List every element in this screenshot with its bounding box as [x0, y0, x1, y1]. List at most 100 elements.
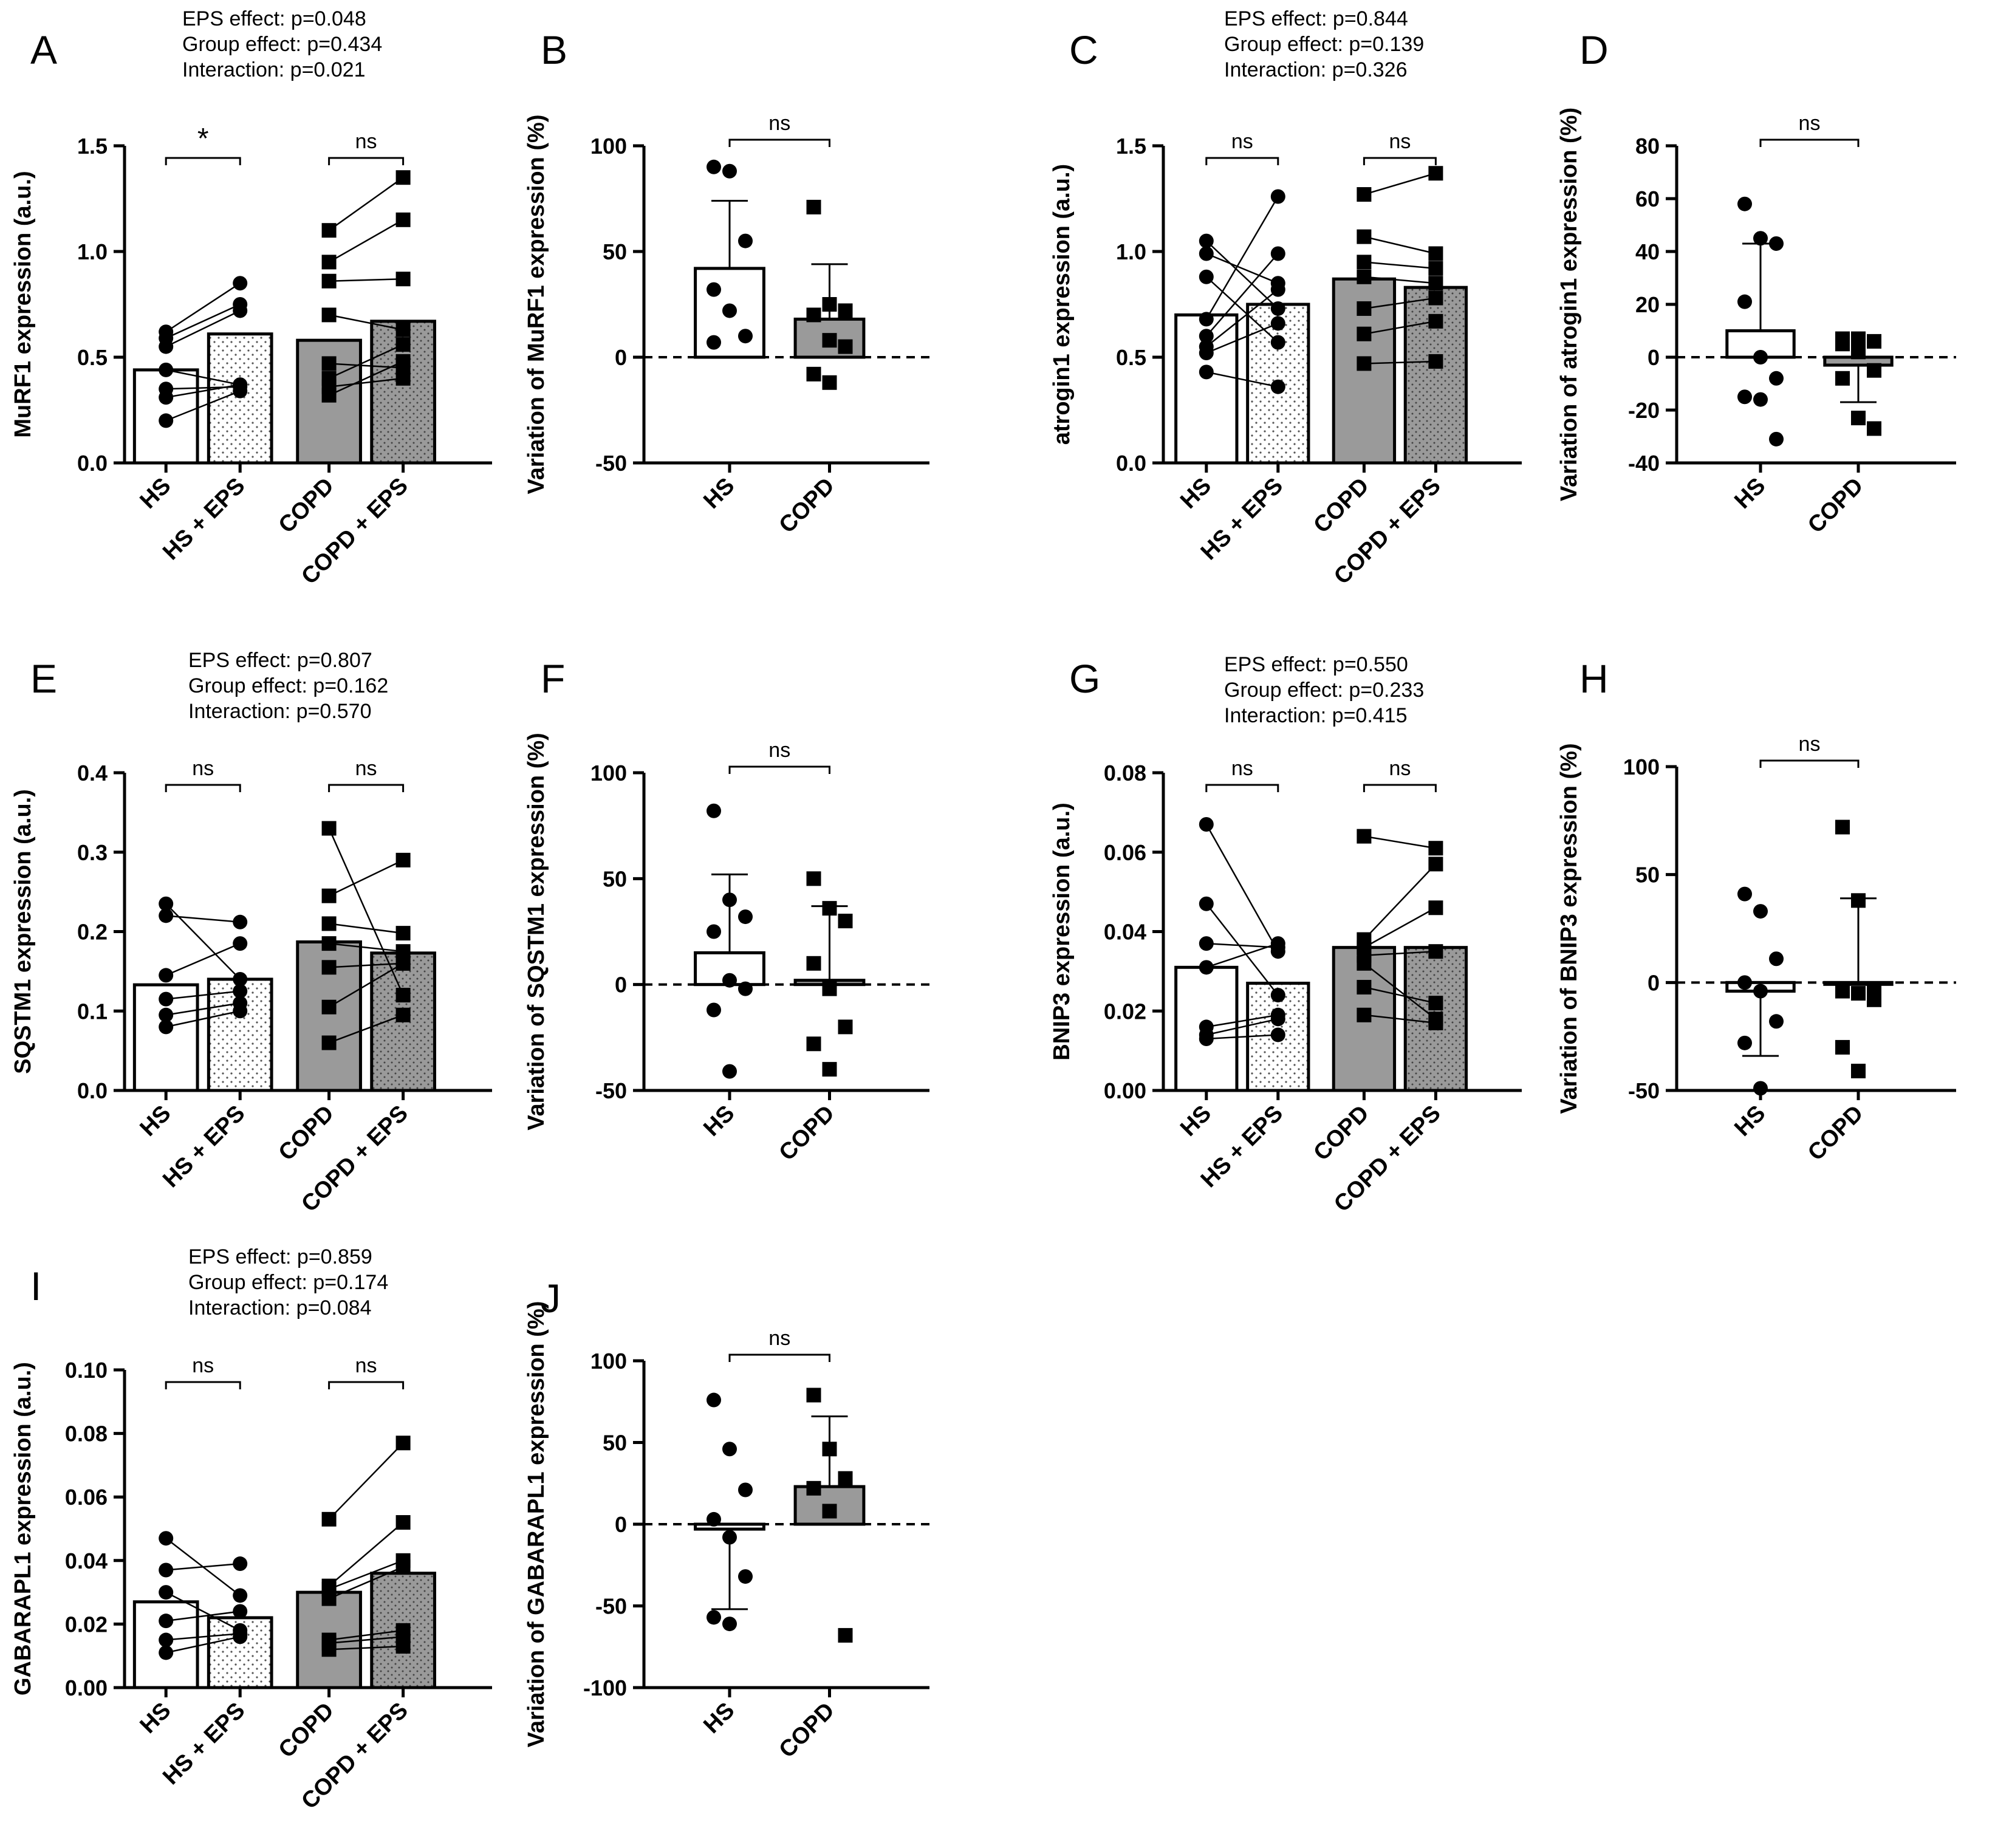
- pair-line: [1364, 1014, 1436, 1024]
- pair-line: [329, 962, 403, 968]
- y-tick-label: 100: [1623, 755, 1660, 779]
- data-point: [1851, 1064, 1866, 1079]
- data-point: [822, 333, 837, 348]
- pair-line: [166, 1562, 241, 1571]
- data-point: [1428, 354, 1443, 369]
- x-tick-label: HS: [1175, 1101, 1216, 1141]
- panel-letter-D: D: [1579, 27, 1609, 72]
- data-point: [1835, 1039, 1850, 1055]
- pair-line: [1206, 323, 1279, 354]
- x-tick-label: COPD: [274, 473, 339, 538]
- x-tick-label: COPD: [775, 473, 840, 538]
- y-axis-label: Variation of MuRF1 expression (%): [524, 115, 549, 495]
- data-point: [822, 1504, 837, 1519]
- data-point: [233, 1604, 248, 1619]
- y-tick-label: 0.3: [77, 840, 108, 865]
- data-point: [395, 926, 411, 941]
- x-tick-label: COPD: [274, 1698, 339, 1763]
- stats-line: Group effect: p=0.233: [1224, 679, 1424, 702]
- data-point: [321, 1591, 337, 1606]
- pair-line: [165, 310, 241, 347]
- data-point: [1428, 996, 1443, 1011]
- bar-hs: [694, 1522, 765, 1531]
- data-point: [233, 1004, 248, 1019]
- y-tick-label: 20: [1635, 292, 1660, 317]
- pair-line: [328, 177, 404, 231]
- y-axis-label: Variation of BNIP3 expression (%): [1556, 743, 1582, 1114]
- y-axis-label: atrogin1 expression (a.u.): [1049, 164, 1075, 445]
- data-point: [159, 413, 174, 428]
- y-tick-label: 1.0: [77, 239, 108, 264]
- sig-bracket: [328, 157, 405, 165]
- pair-line: [166, 1610, 241, 1622]
- pair-line: [165, 1010, 241, 1028]
- data-point: [233, 303, 248, 318]
- data-point: [1199, 269, 1214, 284]
- stats-line: Interaction: p=0.021: [182, 58, 366, 81]
- x-tick-label: HS: [1730, 473, 1770, 514]
- pair-line: [166, 1002, 241, 1016]
- pair-line: [1206, 942, 1279, 968]
- panel-letter-B: B: [541, 27, 567, 72]
- x-tick-label: HS: [135, 1698, 176, 1739]
- data-point: [233, 1629, 248, 1644]
- pair-line: [1364, 236, 1436, 255]
- pair-line: [1364, 835, 1436, 849]
- pair-line: [165, 1636, 241, 1654]
- data-point: [822, 901, 837, 916]
- y-tick-label: 0: [615, 345, 627, 370]
- data-point: [1769, 951, 1784, 967]
- data-point: [233, 984, 248, 999]
- x-tick-label: HS: [1175, 473, 1216, 514]
- data-point: [722, 973, 737, 988]
- data-point: [1357, 326, 1372, 341]
- data-point: [1199, 312, 1214, 327]
- data-point: [806, 366, 821, 382]
- bar-hs: [132, 983, 199, 1092]
- data-point: [806, 956, 821, 971]
- data-point: [1270, 379, 1285, 394]
- sig-label: ns: [768, 1327, 790, 1350]
- x-tick-label: HS + EPS: [158, 473, 250, 565]
- y-tick-label: 40: [1635, 239, 1660, 264]
- data-point: [321, 223, 337, 238]
- sig-label: ns: [1799, 733, 1821, 756]
- y-tick-label: 0.06: [1104, 840, 1146, 865]
- data-point: [707, 924, 721, 939]
- data-point: [159, 991, 174, 1007]
- data-point: [1357, 269, 1372, 284]
- data-point: [159, 908, 174, 923]
- sig-label: ns: [1231, 130, 1253, 153]
- pair-line: [166, 1632, 241, 1641]
- sig-label: ns: [1389, 757, 1411, 780]
- data-point: [1835, 371, 1850, 386]
- data-point: [159, 390, 174, 405]
- stats-line: EPS effect: p=0.807: [188, 649, 372, 672]
- data-point: [707, 335, 721, 350]
- sig-label: ns: [355, 757, 377, 780]
- data-point: [1270, 335, 1285, 350]
- data-point: [1357, 1007, 1372, 1022]
- data-point: [321, 999, 337, 1015]
- y-tick-label: -20: [1628, 398, 1660, 423]
- data-point: [1428, 841, 1443, 856]
- x-tick-label: HS: [699, 1101, 739, 1141]
- pair-line: [1363, 863, 1437, 940]
- sig-label: *: [197, 123, 209, 155]
- data-point: [738, 1569, 753, 1584]
- data-point: [1428, 857, 1443, 872]
- data-point: [1737, 196, 1752, 211]
- data-point: [159, 362, 174, 377]
- data-point: [395, 1559, 411, 1575]
- data-point: [822, 375, 837, 390]
- y-tick-label: 0.0: [1116, 451, 1146, 476]
- y-tick-label: 0.02: [65, 1612, 108, 1637]
- data-point: [1851, 411, 1866, 426]
- data-point: [395, 1515, 411, 1530]
- sig-bracket: [1363, 157, 1437, 165]
- y-tick-label: 80: [1635, 134, 1660, 159]
- data-point: [806, 1036, 821, 1052]
- pair-line: [329, 278, 403, 282]
- stats-line: Interaction: p=0.570: [188, 700, 372, 723]
- data-point: [1357, 229, 1372, 244]
